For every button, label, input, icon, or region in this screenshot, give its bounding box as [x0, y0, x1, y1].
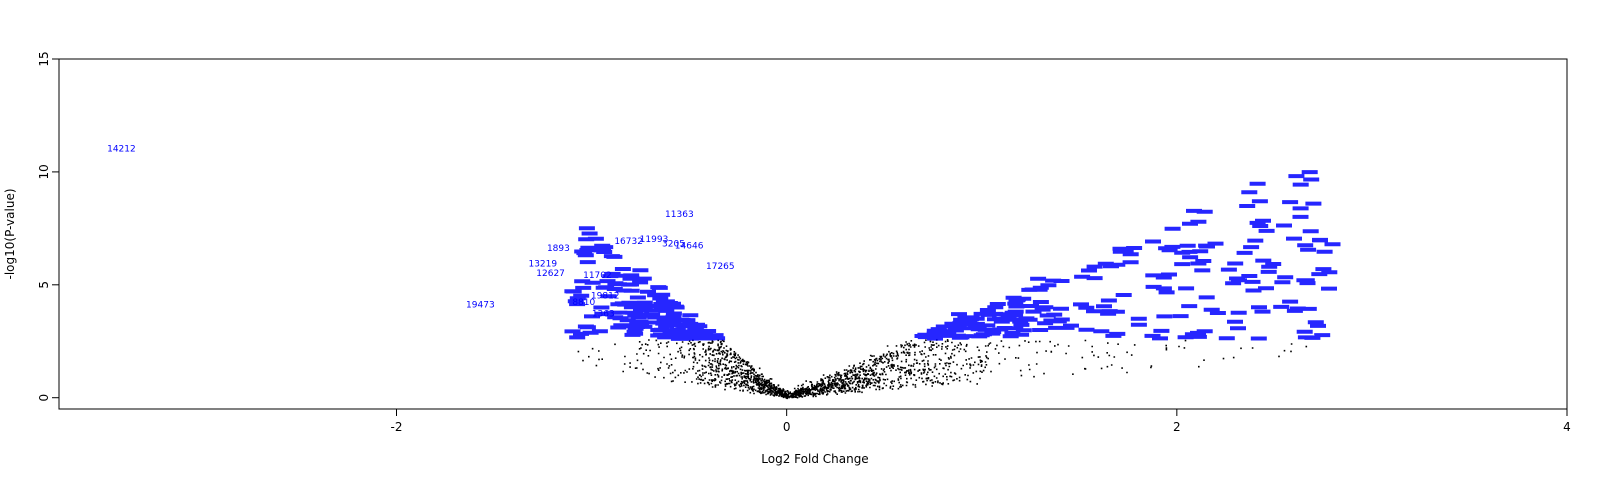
y-axis-label: -log10(P-value): [3, 188, 17, 279]
x-tick-label: 4: [1563, 420, 1571, 434]
gene-label: 8810: [572, 298, 595, 308]
gene-label: 1893: [547, 244, 570, 254]
plot-frame: [58, 58, 1568, 410]
x-tick-label: -2: [391, 420, 403, 434]
y-axis: 0 5 10 15: [37, 51, 59, 402]
x-axis: -2 0 2 4: [391, 409, 1571, 434]
gene-label: 16732: [614, 237, 643, 247]
y-tick-label: 15: [37, 51, 51, 66]
x-axis-label: Log2 Fold Change: [761, 452, 868, 466]
gene-label: 12627: [536, 269, 565, 279]
non-significant-points: [577, 339, 1308, 400]
gene-label: 11363: [665, 210, 694, 220]
gene-label: 19812: [591, 291, 620, 301]
y-tick-label: 5: [37, 281, 51, 289]
gene-label: 14212: [107, 145, 136, 155]
x-tick-label: 0: [783, 420, 791, 434]
gene-label: 11702: [583, 271, 612, 281]
gene-label: 1363: [592, 309, 615, 319]
y-tick-label: 10: [37, 164, 51, 179]
points-layer: [577, 339, 1308, 400]
gene-label: 13219: [528, 260, 557, 270]
gene-label: 11993: [640, 235, 669, 245]
gene-label: 14646: [675, 242, 704, 252]
y-tick-label: 0: [37, 394, 51, 402]
gene-label: 3205: [662, 239, 685, 249]
x-tick-label: 2: [1173, 420, 1181, 434]
gene-label: 17265: [706, 262, 735, 272]
gene-label: 19473: [466, 300, 495, 310]
significant-gene-label-cluster: [564, 170, 1341, 341]
